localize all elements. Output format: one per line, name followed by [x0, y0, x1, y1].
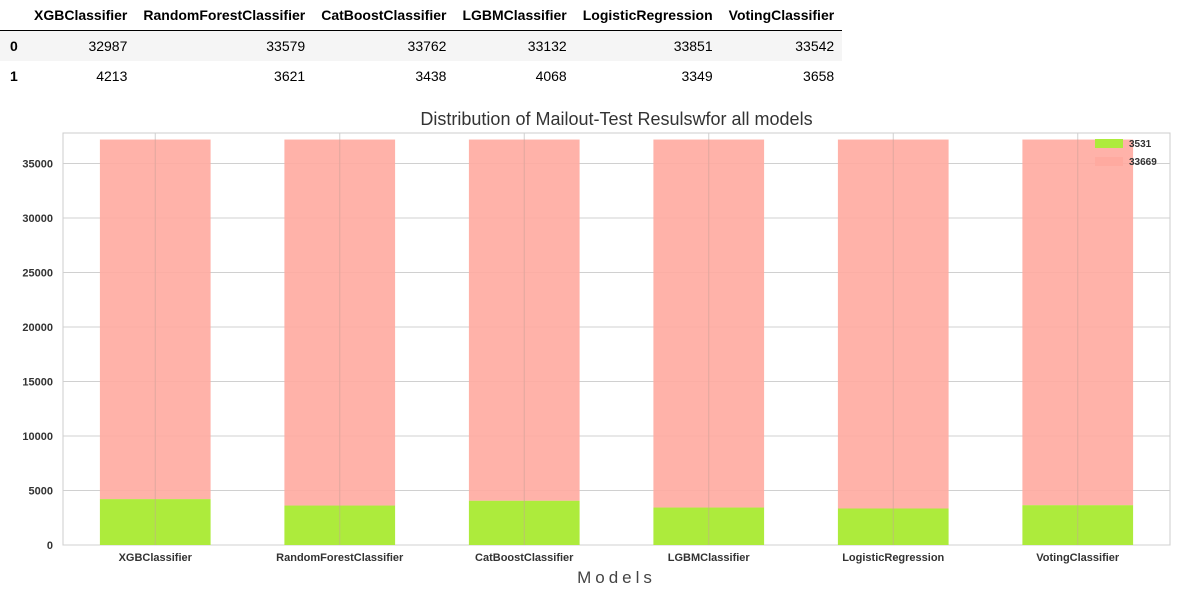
y-tick-label: 0: [47, 540, 53, 552]
y-tick-label: 5000: [29, 486, 53, 498]
column-header: RandomForestClassifier: [135, 0, 314, 31]
table-cell: 33542: [795, 38, 835, 54]
y-tick-label: 10000: [22, 431, 53, 443]
stacked-bar-chart: 0 5000 10000 15000 20000 25000 30000 35000 XGBCl…: [22, 109, 1171, 587]
table-row: 1 4213 3621 3438 4068 3349 3658: [0, 61, 842, 91]
x-axis-label: Models: [577, 568, 656, 587]
x-tick-label: LogisticRegression: [842, 552, 944, 564]
table-cell: 33132: [527, 38, 567, 54]
y-tick-label: 30000: [22, 213, 53, 225]
table-cell: 3658: [803, 68, 835, 84]
column-header: XGBClassifier: [26, 0, 136, 31]
table-cell: 33851: [673, 38, 713, 54]
legend-swatch: [1095, 157, 1123, 166]
legend-label: 3531: [1129, 139, 1152, 150]
y-tick-label: 20000: [22, 322, 53, 334]
table-row: 0 32987 33579 33762 33132 33851 33542: [0, 30, 843, 61]
x-tick-label: CatBoostClassifier: [475, 552, 574, 564]
table-cell: 4068: [535, 68, 567, 84]
row-index: 1: [10, 68, 18, 84]
table-cell: 3438: [415, 68, 447, 84]
table-cell: 33579: [266, 38, 306, 54]
results-table: XGBClassifier RandomForestClassifier Cat…: [0, 0, 843, 91]
y-tick-label: 35000: [22, 159, 53, 171]
legend-swatch: [1095, 139, 1123, 148]
column-header: VotingClassifier: [720, 0, 843, 31]
legend-label: 33669: [1129, 157, 1157, 168]
table-cell: 3349: [681, 68, 713, 84]
table-header-row: XGBClassifier RandomForestClassifier Cat…: [0, 0, 843, 31]
table-cell: 4213: [96, 68, 128, 84]
plot-area: [62, 132, 1171, 546]
x-tick-label: LGBMClassifier: [668, 552, 751, 564]
index-header: [0, 0, 26, 31]
chart-title: Distribution of Mailout-Test Resulswfor …: [420, 109, 812, 129]
y-tick-label: 15000: [22, 377, 53, 389]
column-header: LogisticRegression: [574, 0, 721, 31]
table-cell: 3621: [274, 68, 306, 84]
x-tick-label: VotingClassifier: [1036, 552, 1120, 564]
table-cell: 32987: [88, 38, 128, 54]
column-header: LGBMClassifier: [454, 0, 575, 31]
row-index: 0: [10, 38, 18, 54]
y-tick-label: 25000: [22, 268, 53, 280]
table-cell: 33762: [407, 38, 447, 54]
column-header: CatBoostClassifier: [313, 0, 455, 31]
x-tick-label: RandomForestClassifier: [276, 552, 404, 564]
x-tick-label: XGBClassifier: [119, 552, 193, 564]
